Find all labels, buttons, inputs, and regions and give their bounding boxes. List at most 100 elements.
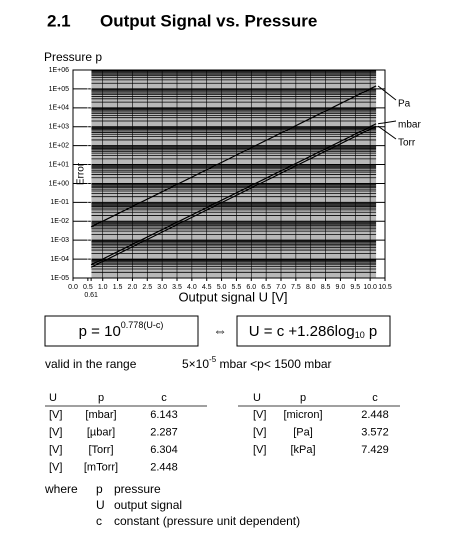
- x-tick-label: 0.61: [84, 292, 98, 299]
- x-tick-label: 10.5: [378, 284, 392, 291]
- range-label: valid in the range: [45, 357, 137, 371]
- description: output signal: [114, 498, 182, 512]
- formula-exponent: 0.778(U-c): [121, 320, 164, 330]
- x-tick-label: 9.5: [350, 284, 360, 291]
- description: constant (pressure unit dependent): [114, 514, 300, 528]
- table-header: U: [253, 392, 261, 404]
- valid-region: [91, 70, 377, 278]
- table-header: U: [49, 392, 57, 404]
- x-axis-label: Output signal U [V]: [178, 289, 287, 304]
- x-tick-label: 1.0: [98, 284, 108, 291]
- table-cell: [V]: [253, 444, 266, 456]
- chart: 1E-05 1E-04 1E-03 1E-02 1E-01 1E+00 1E+01 1E+02…: [49, 67, 422, 299]
- equivalence: ⇔: [213, 323, 227, 339]
- x-tick-label: 6.5: [261, 284, 271, 291]
- symbol: p: [96, 482, 103, 496]
- y-tick-label: 1E-04: [50, 256, 69, 263]
- x-tick-label: 2.5: [142, 284, 152, 291]
- x-tick-label: 4.5: [202, 284, 212, 291]
- legend-label: Torr: [398, 138, 416, 149]
- x-tick-label: 1.5: [113, 284, 123, 291]
- x-tick-label: 8.5: [321, 284, 331, 291]
- table-cell: [V]: [49, 426, 62, 438]
- series-line: [90, 85, 377, 228]
- x-tick-label: 6.0: [246, 284, 256, 291]
- table-cell: [mTorr]: [84, 461, 118, 473]
- table-header: p: [98, 392, 104, 404]
- x-tick-label: 0.0: [68, 284, 78, 291]
- x-tick-label: 5.0: [217, 284, 227, 291]
- x-tick-label: 9.0: [336, 284, 346, 291]
- table-cell: [mbar]: [85, 409, 116, 421]
- x-tick-label: 8.0: [306, 284, 316, 291]
- annotation: Error: [76, 162, 87, 185]
- y-tick-label: 1E-03: [50, 237, 69, 244]
- x-tick-label: 3.0: [157, 284, 167, 291]
- y-tick-label: 1E+06: [49, 67, 70, 74]
- formula: p = 100.778(U-c): [79, 320, 164, 340]
- formula: U = c +1.286log10 p: [249, 323, 377, 340]
- y-tick-label: 1E+00: [49, 180, 70, 187]
- series-line: [90, 125, 377, 268]
- table-cell: [V]: [49, 461, 62, 473]
- section-number: 2.1: [47, 11, 71, 30]
- section-title: Output Signal vs. Pressure: [100, 11, 317, 30]
- where-label: where: [44, 482, 78, 496]
- description: pressure: [114, 482, 161, 496]
- y-tick-label: 1E-01: [50, 199, 69, 206]
- legend-arrow: [378, 120, 397, 125]
- x-tick-label: 4.0: [187, 284, 197, 291]
- formula-base: p = 10: [79, 323, 121, 340]
- y-tick-label: 1E+01: [49, 161, 70, 168]
- y-tick-label: 1E+04: [49, 105, 70, 112]
- formula-text: U = c +1.286log: [249, 323, 355, 340]
- symbol: c: [96, 514, 102, 528]
- y-tick-label: 1E-02: [50, 218, 69, 225]
- x-tick-label: 0.5: [83, 284, 93, 291]
- x-tick-label: 7.0: [276, 284, 286, 291]
- range-exponent: -5: [209, 355, 217, 364]
- range-tail: mbar <p< 1500 mbar: [216, 357, 331, 371]
- table-cell: [V]: [49, 444, 62, 456]
- formula-subscript: 10: [355, 330, 365, 340]
- table-cell: [kPa]: [290, 444, 315, 456]
- y-tick-label: 1E+05: [49, 86, 70, 93]
- table-cell: [V]: [49, 409, 62, 421]
- table-cell: 2.287: [150, 426, 178, 438]
- table-header: c: [161, 392, 167, 404]
- x-tick-label: 3.5: [172, 284, 182, 291]
- symbol: U: [96, 498, 105, 512]
- series-line: [90, 123, 377, 266]
- x-tick-label: 10.0: [363, 284, 377, 291]
- table-cell: 2.448: [361, 409, 389, 421]
- table-header: p: [300, 392, 306, 404]
- table-cell: 6.304: [150, 444, 178, 456]
- table-cell: [V]: [253, 409, 266, 421]
- formula-tail: p: [365, 323, 378, 340]
- table-cell: 7.429: [361, 444, 389, 456]
- formula-box: [236, 315, 391, 347]
- legend-label: mbar: [398, 120, 421, 131]
- range-base: 5×10: [182, 357, 209, 371]
- table-cell: 3.572: [361, 426, 389, 438]
- table-cell: 6.143: [150, 409, 178, 421]
- legend-arrow: [377, 125, 397, 140]
- y-axis-label: Pressure p: [44, 50, 102, 64]
- plot-border: [72, 69, 386, 279]
- table-cell: [V]: [253, 426, 266, 438]
- x-tick-label: 7.5: [291, 284, 301, 291]
- where: where p pressure U output signal c constant (p…: [44, 482, 300, 528]
- y-tick-label: 1E+02: [49, 142, 70, 149]
- table-cell: [Torr]: [88, 444, 113, 456]
- table-cell: [Pa]: [293, 426, 313, 438]
- table-cell: 2.448: [150, 461, 178, 473]
- range: 5×10-5 mbar <p< 1500 mbar: [182, 355, 332, 371]
- y-tick-label: 1E-05: [50, 275, 69, 282]
- x-tick-label: 5.5: [232, 284, 242, 291]
- legend-arrow: [377, 85, 397, 101]
- table-cell: [micron]: [283, 409, 322, 421]
- x-tick-label: 2.0: [128, 284, 138, 291]
